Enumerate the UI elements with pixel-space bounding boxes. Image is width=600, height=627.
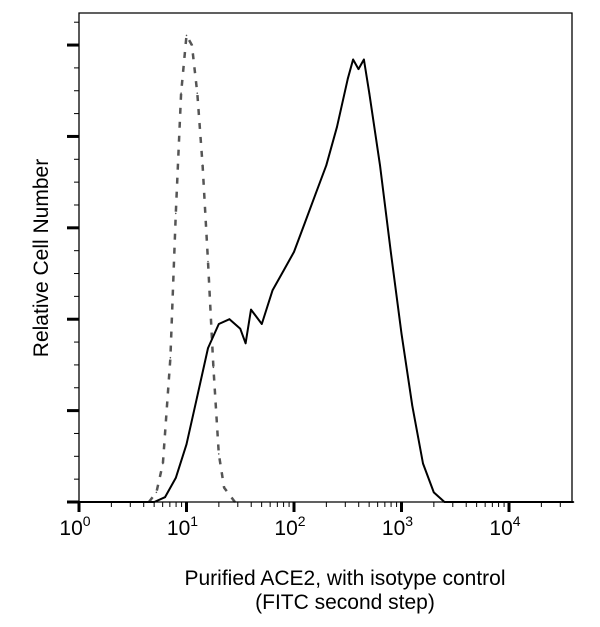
y-axis-title: Relative Cell Number [30, 159, 53, 357]
data-point [271, 289, 274, 292]
data-point [400, 332, 403, 335]
x-tick-label: 104 [489, 513, 520, 540]
data-point [174, 477, 177, 479]
data-point [174, 212, 177, 215]
data-point [207, 347, 209, 349]
data-point [314, 193, 317, 195]
data-point [217, 453, 220, 455]
data-point [411, 405, 414, 407]
data-point [191, 44, 193, 46]
data-point [379, 164, 381, 167]
data-point [164, 496, 166, 498]
data-point [201, 164, 204, 167]
data-point [346, 77, 349, 80]
data-point [293, 251, 295, 253]
data-point [196, 92, 199, 94]
data-point [196, 395, 199, 397]
data-point [303, 222, 306, 224]
data-point [352, 58, 354, 61]
data-point [169, 356, 172, 359]
plot-frame [78, 12, 573, 503]
data-point [282, 270, 285, 272]
data-point [389, 251, 392, 253]
data-point [336, 126, 338, 128]
data-point [155, 491, 158, 494]
data-point [572, 501, 575, 503]
data-point [432, 491, 435, 494]
data-point [260, 323, 263, 325]
x-tick-label: 101 [167, 513, 198, 540]
data-point [357, 68, 360, 70]
x-tick-label: 102 [274, 513, 305, 540]
data-point [223, 486, 225, 489]
ace2-curve [79, 58, 574, 503]
x-axis-title-line2: (FITC second step) [255, 591, 435, 614]
data-point [244, 342, 247, 345]
data-point [325, 164, 328, 167]
x-axis-title: Purified ACE2, with isotype control [185, 567, 506, 590]
data-point [207, 260, 209, 263]
data-point [363, 58, 365, 61]
data-point [217, 323, 220, 325]
x-tick-label: 103 [382, 513, 413, 540]
x-tick-label: 100 [59, 513, 90, 540]
data-point [250, 308, 252, 311]
data-point [368, 92, 371, 94]
data-point [162, 462, 164, 465]
data-point [185, 443, 188, 446]
data-point [180, 92, 182, 94]
data-point [212, 366, 215, 369]
isotype-control-curve [147, 34, 236, 503]
data-point [422, 462, 424, 465]
data-point [228, 318, 231, 321]
data-point [185, 34, 188, 37]
data-point [239, 328, 242, 330]
